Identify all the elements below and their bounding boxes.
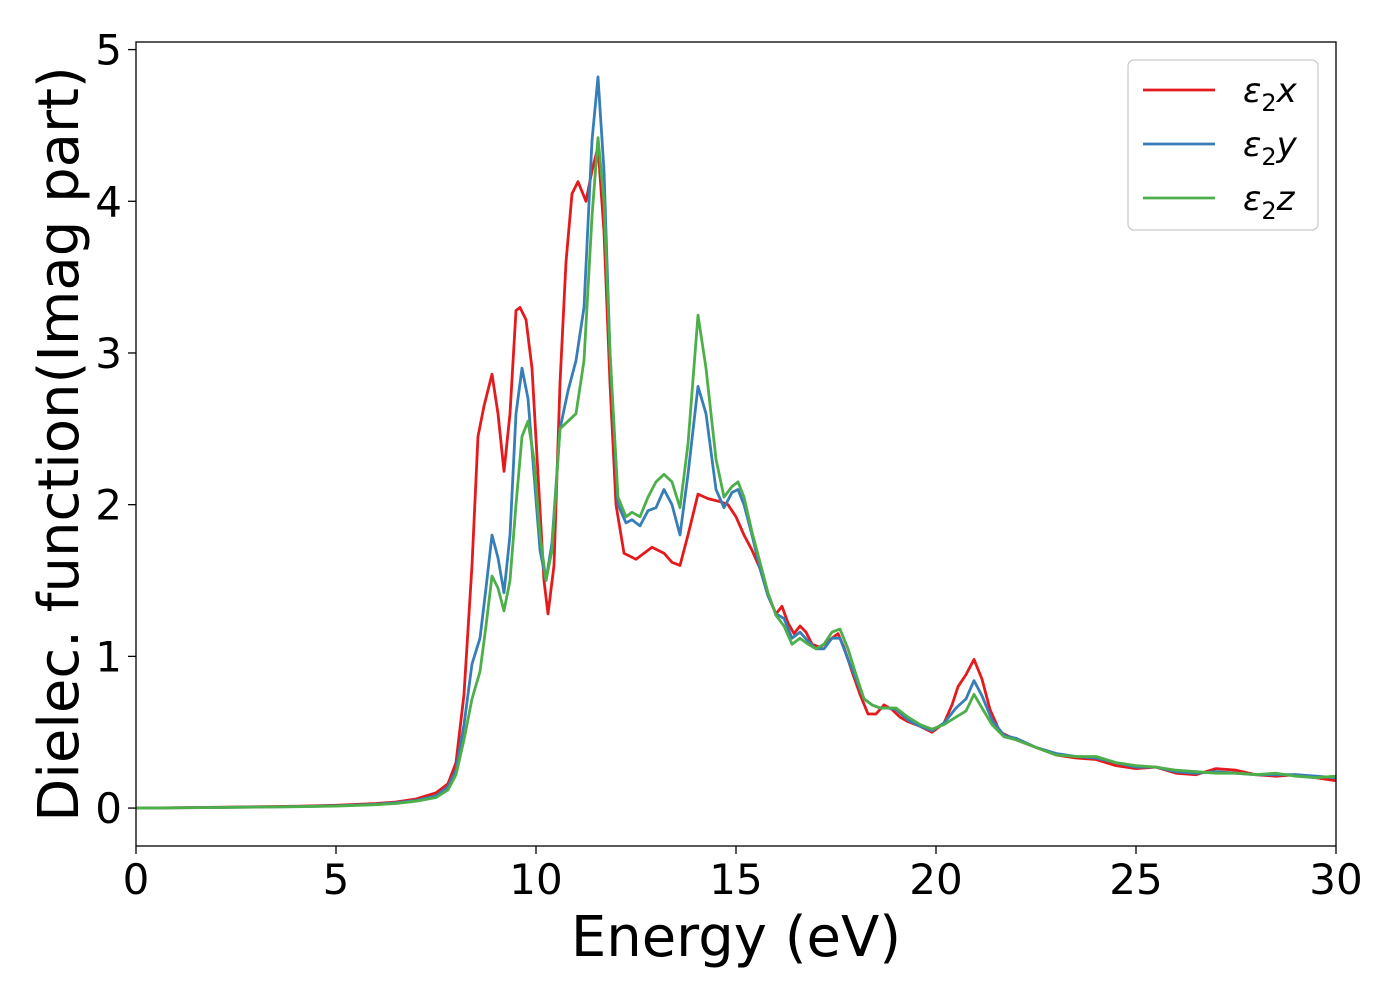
legend-label-z: ε2z (1243, 179, 1296, 225)
x-tick-label: 0 (123, 855, 150, 904)
legend: ε2x ε2y ε2z (1127, 59, 1319, 231)
legend-label-y: ε2y (1243, 125, 1298, 171)
y-tick-label: 2 (95, 481, 122, 530)
y-tick-label: 1 (95, 632, 122, 681)
x-tick-label: 20 (909, 855, 962, 904)
x-tick-label: 5 (323, 855, 350, 904)
x-tick-label: 15 (709, 855, 762, 904)
series-layer (136, 75, 1336, 810)
series-line-x (136, 145, 1336, 810)
x-axis-ticks: 0 5 10 15 20 25 30 (123, 846, 1363, 904)
y-tick-label: 5 (95, 26, 122, 75)
x-tick-label: 25 (1109, 855, 1162, 904)
x-tick-label: 30 (1309, 855, 1362, 904)
y-axis-ticks: 0 1 2 3 4 5 (95, 26, 136, 833)
series-line-z (136, 136, 1336, 810)
y-tick-label: 4 (95, 177, 122, 226)
y-tick-label: 0 (95, 784, 122, 833)
y-axis-label: Dielec. function(Imag part) (27, 66, 92, 822)
legend-box (1127, 59, 1319, 231)
legend-label-x: ε2x (1243, 71, 1298, 117)
y-tick-label: 3 (95, 329, 122, 378)
x-tick-label: 10 (509, 855, 562, 904)
x-axis-label: Energy (eV) (571, 905, 901, 970)
